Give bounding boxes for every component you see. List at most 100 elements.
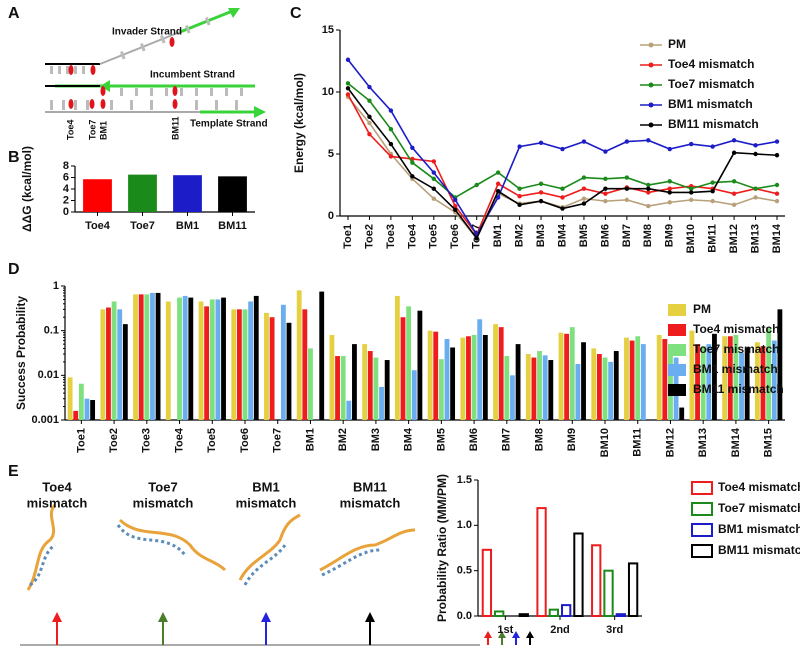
- x-tick-label: 3rd: [606, 624, 623, 636]
- marker: [453, 207, 458, 212]
- bar: [394, 295, 400, 420]
- y-axis-label: Success Probability: [14, 296, 28, 410]
- legend-swatch: [668, 384, 686, 396]
- marker: [410, 174, 415, 179]
- bar: [477, 319, 483, 420]
- marker: [538, 140, 544, 146]
- marker: [581, 175, 587, 180]
- marker: [495, 195, 501, 200]
- bar: [662, 339, 668, 420]
- structure-label: BM1: [252, 479, 279, 494]
- marker: [431, 170, 436, 175]
- site-label: Toe4: [65, 120, 75, 140]
- bar: [548, 608, 560, 617]
- bar: [138, 294, 144, 420]
- marker: [731, 202, 737, 208]
- x-tick-label: BM8: [533, 428, 545, 451]
- x-tick-label: Toe5: [206, 428, 218, 453]
- x-tick-label: BM5: [578, 224, 590, 247]
- bar: [668, 344, 673, 420]
- bar: [591, 544, 602, 618]
- bar: [144, 294, 150, 420]
- marker: [710, 198, 715, 204]
- bar: [771, 340, 777, 420]
- x-tick-label: BM5: [435, 428, 447, 451]
- timeline: [20, 612, 534, 646]
- bar: [498, 327, 504, 420]
- marker: [667, 200, 672, 205]
- marker: [774, 191, 780, 196]
- marker: [581, 139, 587, 144]
- legend-swatch: [691, 523, 713, 537]
- bar: [319, 291, 325, 420]
- x-tick-label: 1st: [497, 624, 513, 636]
- bar: [591, 348, 597, 420]
- bar: [248, 301, 254, 420]
- bar: [712, 333, 717, 420]
- bar: [481, 548, 493, 618]
- bar: [73, 410, 79, 420]
- legend-marker: [648, 62, 654, 68]
- structure-label: mismatch: [27, 495, 88, 510]
- bar: [302, 309, 308, 420]
- panel-label: C: [290, 5, 302, 22]
- marker: [345, 57, 351, 62]
- bar: [695, 344, 700, 420]
- x-tick-label: BM8: [642, 224, 654, 247]
- y-tick-label: 2: [63, 194, 69, 206]
- marker: [388, 108, 394, 113]
- x-tick-label: Toe6: [239, 428, 251, 453]
- bar: [573, 532, 584, 618]
- bar: [204, 306, 210, 420]
- bar: [460, 337, 466, 420]
- x-tick-label: BM1: [304, 428, 316, 451]
- bar: [286, 322, 292, 420]
- bar: [510, 375, 515, 420]
- legend-label: PM: [693, 302, 711, 316]
- x-tick-label: BM14: [771, 223, 783, 253]
- y-tick-label: 1.5: [457, 474, 472, 486]
- bar: [494, 610, 505, 618]
- bar: [340, 356, 346, 420]
- marker: [367, 84, 372, 90]
- x-tick-label: BM9: [664, 224, 676, 247]
- marker: [731, 138, 737, 143]
- marker: [603, 176, 608, 181]
- x-tick-label: BM7: [501, 428, 513, 451]
- legend-swatch: [668, 364, 686, 376]
- bar: [133, 294, 138, 420]
- marker: [774, 198, 780, 204]
- y-tick-label: 0.01: [38, 369, 59, 381]
- x-tick-label: Toe4: [406, 223, 418, 249]
- bar: [67, 377, 73, 420]
- bar: [575, 363, 581, 420]
- legend-label: PM: [668, 37, 686, 51]
- bar: [624, 337, 629, 420]
- marker: [538, 198, 544, 204]
- marker: [646, 203, 651, 209]
- marker: [560, 206, 565, 211]
- y-tick-label: 4: [63, 183, 70, 195]
- bar: [362, 344, 368, 420]
- marker: [367, 120, 372, 126]
- marker: [517, 144, 522, 149]
- strand-label: Invader Strand: [112, 27, 182, 38]
- bar: [504, 356, 510, 420]
- bar: [417, 310, 423, 420]
- bar: [754, 342, 760, 420]
- marker: [388, 127, 394, 132]
- legend-swatch: [668, 324, 686, 336]
- bar: [542, 355, 548, 420]
- x-tick-label: BM11: [218, 220, 247, 232]
- y-tick-label: 6: [63, 171, 69, 183]
- marker: [560, 195, 565, 200]
- marker: [538, 190, 544, 195]
- legend-swatch: [691, 481, 713, 495]
- bar: [766, 327, 772, 420]
- x-tick-label: Toe2: [363, 224, 375, 249]
- marker: [667, 190, 672, 195]
- marker: [517, 193, 522, 199]
- panel-label: E: [8, 463, 19, 480]
- marker: [517, 202, 522, 208]
- bar: [603, 569, 614, 618]
